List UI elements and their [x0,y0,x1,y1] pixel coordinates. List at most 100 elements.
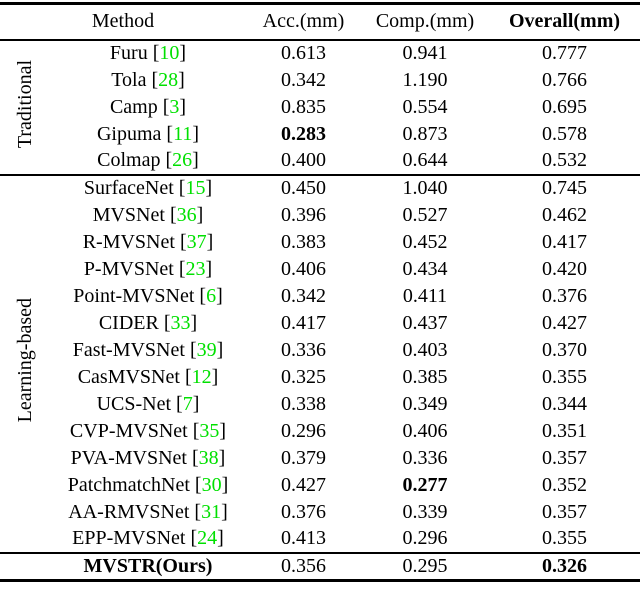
citation-close-bracket: ] [205,257,213,280]
method-cell: CasMVSNet [12] [50,364,246,391]
overall-cell: 0.578 [542,122,587,145]
acc-cell: 0.835 [281,95,326,118]
citation-open-bracket: [ [190,527,198,549]
method-cell: MVSNet [36] [50,202,246,229]
citation: [35] [193,420,226,442]
citation: [15] [179,177,212,199]
citation: [38] [192,447,225,469]
method-name: EPP-MVSNet [72,527,186,549]
method-cell: Gipuma [11] [50,121,246,148]
citation-close-bracket: ] [179,42,187,64]
comp-cell: 0.339 [402,500,448,523]
method-name: Camp [109,95,158,118]
table-row: UCS-Net [7] 0.338 0.349 0.344 [0,391,640,418]
method-cell: Point-MVSNet [6] [50,283,246,310]
footer-body: MVSTR(Ours) 0.356 0.295 0.326 [0,553,640,581]
citation-close-bracket: ] [211,365,219,388]
table-row: Colmap [26] 0.400 0.644 0.532 [0,148,640,175]
citation: [11] [166,123,199,145]
acc-cell: 0.336 [281,338,326,361]
citation: [23] [179,258,212,280]
citation: [26] [166,149,199,171]
citation-open-bracket: [ [162,95,170,118]
citation-number: 35 [199,419,220,442]
citation-number: 12 [191,365,212,388]
table-row: PVA-MVSNet [38] 0.379 0.336 0.357 [0,445,640,472]
acc-cell: 0.613 [281,42,326,64]
acc-cell: 0.450 [281,177,326,199]
citation: [12] [185,366,218,388]
citation-close-bracket: ] [192,392,200,415]
table-row: Learning-based SurfaceNet [15] 0.450 1.04… [0,175,640,423]
table-row: R-MVSNet [37] 0.383 0.452 0.417 [0,229,640,256]
comp-cell: 1.040 [402,177,448,199]
method-cell: P-MVSNet [23] [50,256,246,283]
citation-open-bracket: [ [189,338,197,361]
table-row: CIDER [33] 0.417 0.437 0.427 [0,310,640,337]
method-cell: Furu [10] [50,40,246,67]
citation: [39] [190,339,223,361]
citation-number: 3 [169,95,180,118]
group-label-learning-based: Learning-based [14,298,36,423]
overall-cell: 0.351 [542,419,587,442]
citation-close-bracket: ] [217,527,224,549]
citation-open-bracket: [ [176,392,183,415]
citation-number: 15 [185,177,206,199]
method-cell: PVA-MVSNet [38] [50,445,246,472]
table-row: Camp [3] 0.835 0.554 0.695 [0,94,640,121]
table-row: Tola [28] 0.342 1.190 0.766 [0,67,640,94]
acc-cell: 0.296 [281,419,326,442]
citation-close-bracket: ] [219,419,227,442]
citation: [31] [194,501,227,523]
group-label-cell: Traditional [0,40,50,175]
table-row: Gipuma [11] 0.283 0.873 0.578 [0,121,640,148]
comp-cell: 0.349 [402,392,448,415]
comp-cell: 0.873 [402,122,448,145]
citation-close-bracket: ] [216,284,223,307]
citation-open-bracket: [ [179,230,187,253]
table-row: Point-MVSNet [6] 0.342 0.411 0.376 [0,283,640,310]
table-row: AA-RMVSNet [31] 0.376 0.339 0.357 [0,499,640,526]
overall-cell: 0.766 [542,68,587,91]
citation-close-bracket: ] [221,500,228,523]
method-name: AA-RMVSNet [68,500,190,523]
citation: [3] [163,96,186,118]
citation-close-bracket: ] [205,177,213,199]
acc-cell: 0.356 [281,554,326,577]
footer-label-spacer [0,553,50,581]
citation: [10] [153,42,186,64]
overall-cell: 0.695 [542,95,587,118]
acc-cell: 0.338 [281,392,326,415]
citation-number: 10 [159,42,180,64]
comp-cell: 0.941 [402,42,448,64]
method-name: Point-MVSNet [73,284,195,307]
method-cell: R-MVSNet [37] [50,229,246,256]
citation-number: 11 [173,122,193,145]
comp-cell: 0.295 [402,554,448,577]
citation-open-bracket: [ [178,257,186,280]
citation-open-bracket: [ [194,500,202,523]
comp-cell: 0.434 [402,257,448,280]
acc-cell: 0.406 [281,257,326,280]
citation-open-bracket: [ [192,419,200,442]
method-name: Tola [111,68,147,91]
comp-cell: 0.277 [402,473,448,496]
overall-cell: 0.355 [542,365,587,388]
citation-close-bracket: ] [192,122,200,145]
group-label-traditional: Traditional [14,59,36,149]
overall-cell: 0.376 [542,284,587,307]
citation: [33] [164,312,197,334]
citation: [6] [199,285,222,307]
overall-cell: 0.417 [542,230,587,253]
citation: [37] [180,231,213,253]
comp-cell: 0.644 [402,149,448,171]
citation-number: 30 [201,473,222,496]
citation-open-bracket: [ [165,149,173,171]
method-cell: Colmap [26] [50,148,246,175]
citation-close-bracket: ] [192,149,199,171]
overall-cell: 0.427 [542,311,587,334]
citation-close-bracket: ] [218,446,226,469]
citation-number: 33 [170,311,191,334]
acc-cell: 0.413 [281,527,326,549]
citation-open-bracket: [ [152,42,160,64]
